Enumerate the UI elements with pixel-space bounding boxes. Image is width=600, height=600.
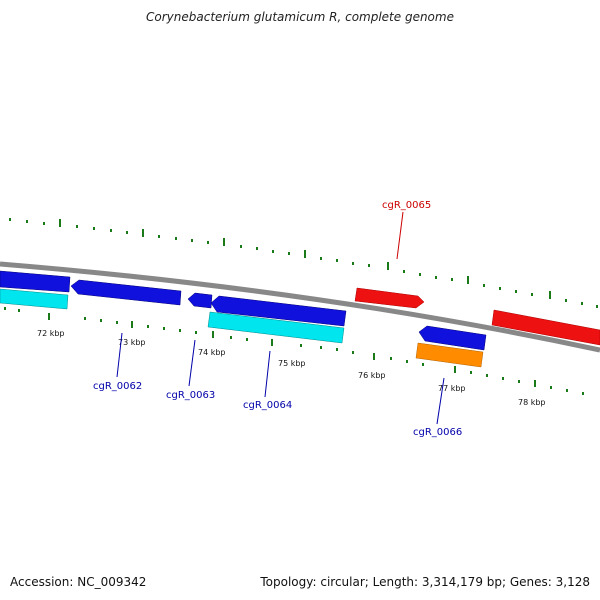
genome-summary: Topology: circular; Length: 3,314,179 bp… xyxy=(260,575,590,589)
gene-reverse-left[interactable] xyxy=(0,270,71,293)
inner-tick-ring xyxy=(4,307,584,395)
scale-label: 72 kbp xyxy=(37,329,65,338)
gene-label-cgR_0063: cgR_0063 xyxy=(166,390,215,401)
map-title: Corynebacterium glutamicum R, complete g… xyxy=(146,10,454,24)
accession-label: Accession: NC_009342 xyxy=(10,575,147,589)
gene-label-cgR_0064: cgR_0064 xyxy=(243,400,292,411)
scale-label: 76 kbp xyxy=(358,371,386,380)
rna-gene-cgR_0064[interactable] xyxy=(207,311,345,344)
gene-cgR_0066-strand[interactable] xyxy=(418,325,487,351)
scale-label: 75 kbp xyxy=(278,359,306,368)
label-leaders xyxy=(116,211,445,425)
gene-label-cgR_0065: cgR_0065 xyxy=(382,200,431,211)
gene-labels: cgR_0062 cgR_0063 cgR_0064 cgR_0065 cgR_… xyxy=(93,200,462,438)
gene-forward-right[interactable] xyxy=(491,309,600,346)
gene-label-cgR_0066: cgR_0066 xyxy=(413,427,462,438)
gene-cgR_0064[interactable] xyxy=(210,295,347,327)
scale-label: 73 kbp xyxy=(118,338,146,347)
outer-tick-ring xyxy=(9,218,598,308)
genome-backbone xyxy=(0,261,600,353)
gene-cgR_0066[interactable] xyxy=(415,342,484,368)
scale-label: 78 kbp xyxy=(518,398,546,407)
scale-labels: 72 kbp 73 kbp 74 kbp 75 kbp 76 kbp 77 kb… xyxy=(37,329,546,407)
gene-label-cgR_0062: cgR_0062 xyxy=(93,381,142,392)
gene-cgR_0063[interactable] xyxy=(187,292,213,309)
rna-gene-left[interactable] xyxy=(0,288,69,310)
scale-label: 77 kbp xyxy=(438,384,466,393)
scale-label: 74 kbp xyxy=(198,348,226,357)
gene-cgR_0062[interactable] xyxy=(70,279,182,306)
gene-cgR_0065[interactable] xyxy=(354,287,425,309)
